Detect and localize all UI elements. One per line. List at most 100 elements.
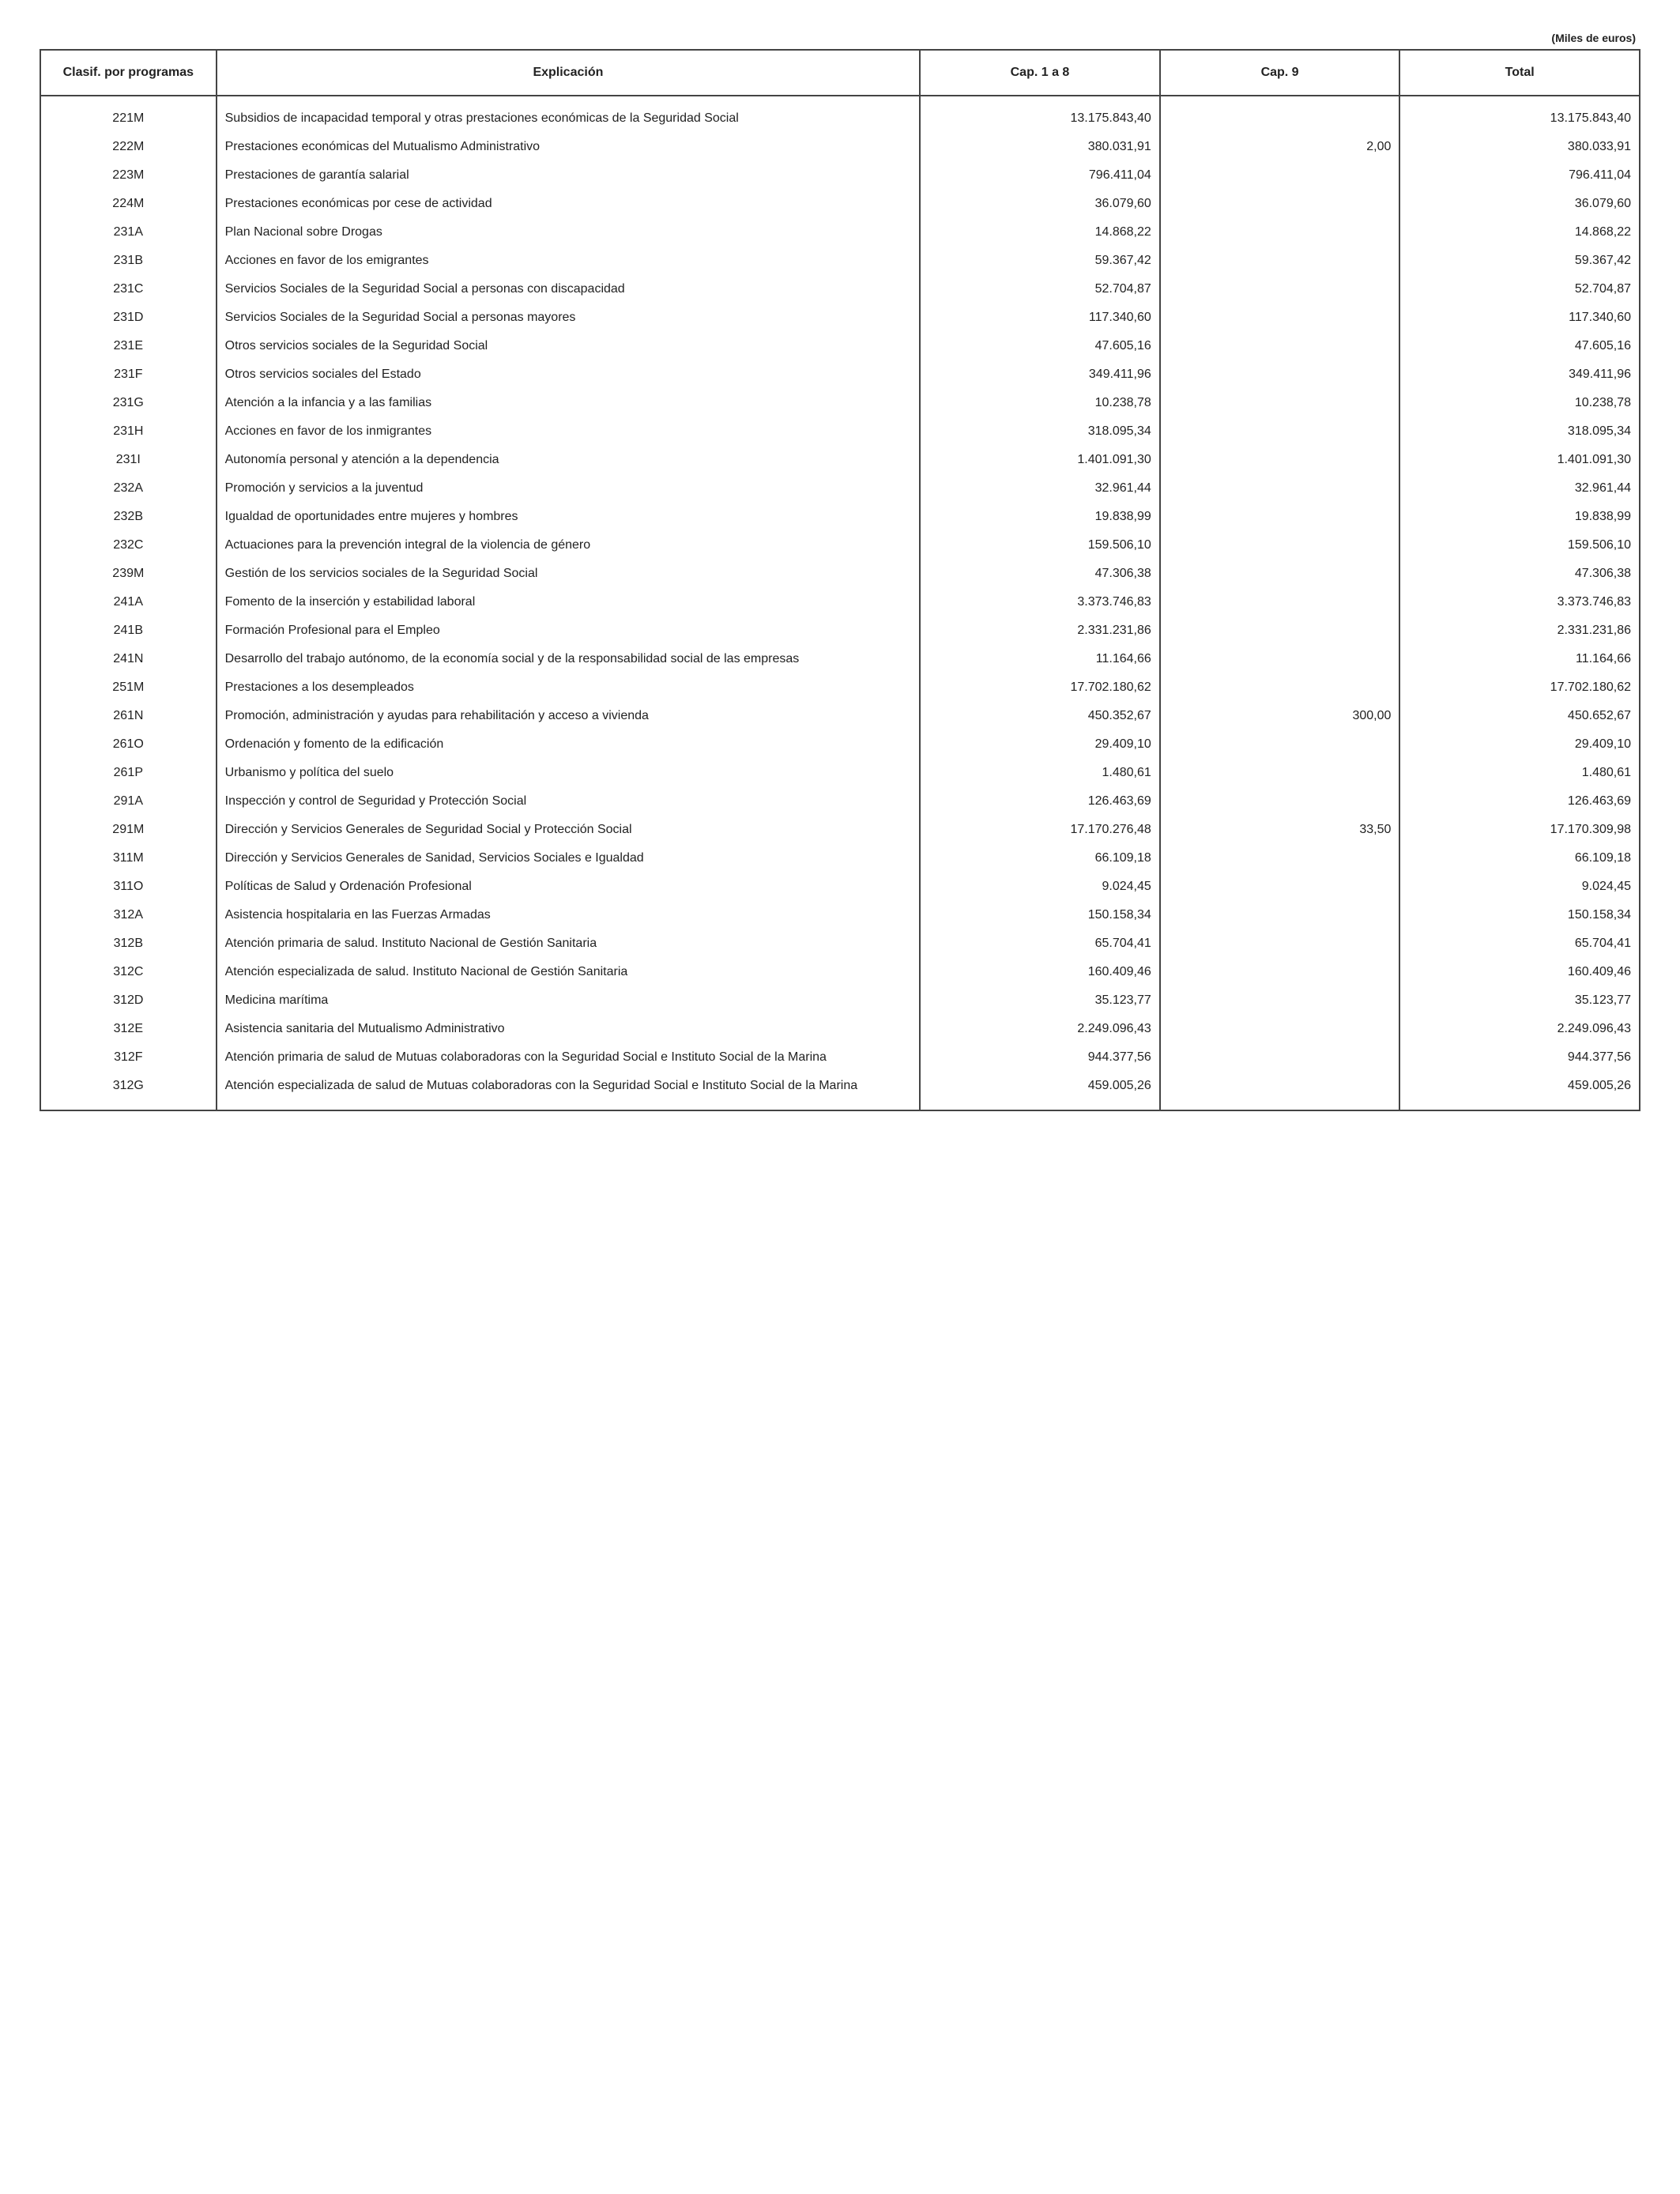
cell-total: 36.079,60 <box>1399 190 1640 218</box>
cell-cap9 <box>1160 1043 1400 1072</box>
cell-total: 459.005,26 <box>1399 1072 1640 1110</box>
cell-cap9 <box>1160 1015 1400 1043</box>
cell-code: 231F <box>40 360 217 389</box>
cell-expl: Urbanismo y política del suelo <box>217 759 921 787</box>
cell-total: 11.164,66 <box>1399 645 1640 673</box>
cell-expl: Fomento de la inserción y estabilidad la… <box>217 588 921 616</box>
cell-cap18: 13.175.843,40 <box>920 96 1160 133</box>
cell-expl: Medicina marítima <box>217 986 921 1015</box>
cell-cap18: 35.123,77 <box>920 986 1160 1015</box>
cell-code: 232A <box>40 474 217 503</box>
cell-cap18: 160.409,46 <box>920 958 1160 986</box>
cell-code: 221M <box>40 96 217 133</box>
cell-cap9 <box>1160 96 1400 133</box>
cell-cap18: 47.306,38 <box>920 560 1160 588</box>
cell-total: 159.506,10 <box>1399 531 1640 560</box>
table-row: 312DMedicina marítima35.123,7735.123,77 <box>40 986 1640 1015</box>
table-row: 312GAtención especializada de salud de M… <box>40 1072 1640 1110</box>
cell-total: 59.367,42 <box>1399 247 1640 275</box>
table-row: 221MSubsidios de incapacidad temporal y … <box>40 96 1640 133</box>
table-row: 231APlan Nacional sobre Drogas14.868,221… <box>40 218 1640 247</box>
cell-cap18: 32.961,44 <box>920 474 1160 503</box>
cell-expl: Prestaciones económicas del Mutualismo A… <box>217 133 921 161</box>
cell-total: 29.409,10 <box>1399 730 1640 759</box>
cell-cap9 <box>1160 901 1400 929</box>
cell-expl: Plan Nacional sobre Drogas <box>217 218 921 247</box>
cell-total: 450.652,67 <box>1399 702 1640 730</box>
cell-expl: Atención especializada de salud de Mutua… <box>217 1072 921 1110</box>
cell-cap18: 65.704,41 <box>920 929 1160 958</box>
table-row: 232BIgualdad de oportunidades entre muje… <box>40 503 1640 531</box>
cell-code: 231C <box>40 275 217 303</box>
cell-code: 231E <box>40 332 217 360</box>
cell-code: 311O <box>40 873 217 901</box>
header-cap9: Cap. 9 <box>1160 50 1400 96</box>
cell-code: 224M <box>40 190 217 218</box>
table-row: 223MPrestaciones de garantía salarial796… <box>40 161 1640 190</box>
cell-total: 65.704,41 <box>1399 929 1640 958</box>
header-total: Total <box>1399 50 1640 96</box>
cell-cap9 <box>1160 503 1400 531</box>
cell-total: 47.605,16 <box>1399 332 1640 360</box>
cell-cap18: 19.838,99 <box>920 503 1160 531</box>
cell-cap9 <box>1160 986 1400 1015</box>
cell-code: 311M <box>40 844 217 873</box>
cell-cap9: 33,50 <box>1160 816 1400 844</box>
cell-expl: Igualdad de oportunidades entre mujeres … <box>217 503 921 531</box>
cell-total: 2.249.096,43 <box>1399 1015 1640 1043</box>
header-cap18: Cap. 1 a 8 <box>920 50 1160 96</box>
cell-cap9 <box>1160 218 1400 247</box>
cell-cap9 <box>1160 446 1400 474</box>
cell-cap9 <box>1160 303 1400 332</box>
table-row: 231IAutonomía personal y atención a la d… <box>40 446 1640 474</box>
cell-cap18: 1.480,61 <box>920 759 1160 787</box>
cell-code: 312G <box>40 1072 217 1110</box>
table-row: 261NPromoción, administración y ayudas p… <box>40 702 1640 730</box>
cell-expl: Prestaciones de garantía salarial <box>217 161 921 190</box>
cell-code: 251M <box>40 673 217 702</box>
cell-total: 17.702.180,62 <box>1399 673 1640 702</box>
table-row: 239MGestión de los servicios sociales de… <box>40 560 1640 588</box>
cell-expl: Inspección y control de Seguridad y Prot… <box>217 787 921 816</box>
cell-cap9 <box>1160 247 1400 275</box>
cell-expl: Dirección y Servicios Generales de Segur… <box>217 816 921 844</box>
cell-total: 35.123,77 <box>1399 986 1640 1015</box>
cell-expl: Atención primaria de salud. Instituto Na… <box>217 929 921 958</box>
cell-cap18: 380.031,91 <box>920 133 1160 161</box>
cell-cap18: 59.367,42 <box>920 247 1160 275</box>
cell-cap9 <box>1160 645 1400 673</box>
cell-code: 312D <box>40 986 217 1015</box>
table-row: 291MDirección y Servicios Generales de S… <box>40 816 1640 844</box>
cell-total: 47.306,38 <box>1399 560 1640 588</box>
table-row: 232CActuaciones para la prevención integ… <box>40 531 1640 560</box>
cell-total: 17.170.309,98 <box>1399 816 1640 844</box>
cell-expl: Acciones en favor de los inmigrantes <box>217 417 921 446</box>
cell-total: 2.331.231,86 <box>1399 616 1640 645</box>
unit-label: (Miles de euros) <box>40 32 1640 44</box>
cell-cap9 <box>1160 560 1400 588</box>
cell-code: 231D <box>40 303 217 332</box>
cell-code: 241A <box>40 588 217 616</box>
table-row: 311OPolíticas de Salud y Ordenación Prof… <box>40 873 1640 901</box>
cell-expl: Autonomía personal y atención a la depen… <box>217 446 921 474</box>
cell-cap9 <box>1160 531 1400 560</box>
cell-total: 9.024,45 <box>1399 873 1640 901</box>
table-row: 291AInspección y control de Seguridad y … <box>40 787 1640 816</box>
header-expl: Explicación <box>217 50 921 96</box>
cell-code: 231I <box>40 446 217 474</box>
table-row: 241BFormación Profesional para el Empleo… <box>40 616 1640 645</box>
table-row: 312EAsistencia sanitaria del Mutualismo … <box>40 1015 1640 1043</box>
cell-cap9 <box>1160 275 1400 303</box>
table-row: 231GAtención a la infancia y a las famil… <box>40 389 1640 417</box>
cell-total: 1.480,61 <box>1399 759 1640 787</box>
cell-cap9 <box>1160 389 1400 417</box>
cell-total: 160.409,46 <box>1399 958 1640 986</box>
cell-cap9: 300,00 <box>1160 702 1400 730</box>
cell-cap18: 450.352,67 <box>920 702 1160 730</box>
cell-cap18: 66.109,18 <box>920 844 1160 873</box>
cell-code: 261O <box>40 730 217 759</box>
cell-cap18: 459.005,26 <box>920 1072 1160 1110</box>
cell-cap9 <box>1160 1072 1400 1110</box>
cell-total: 14.868,22 <box>1399 218 1640 247</box>
cell-cap18: 349.411,96 <box>920 360 1160 389</box>
